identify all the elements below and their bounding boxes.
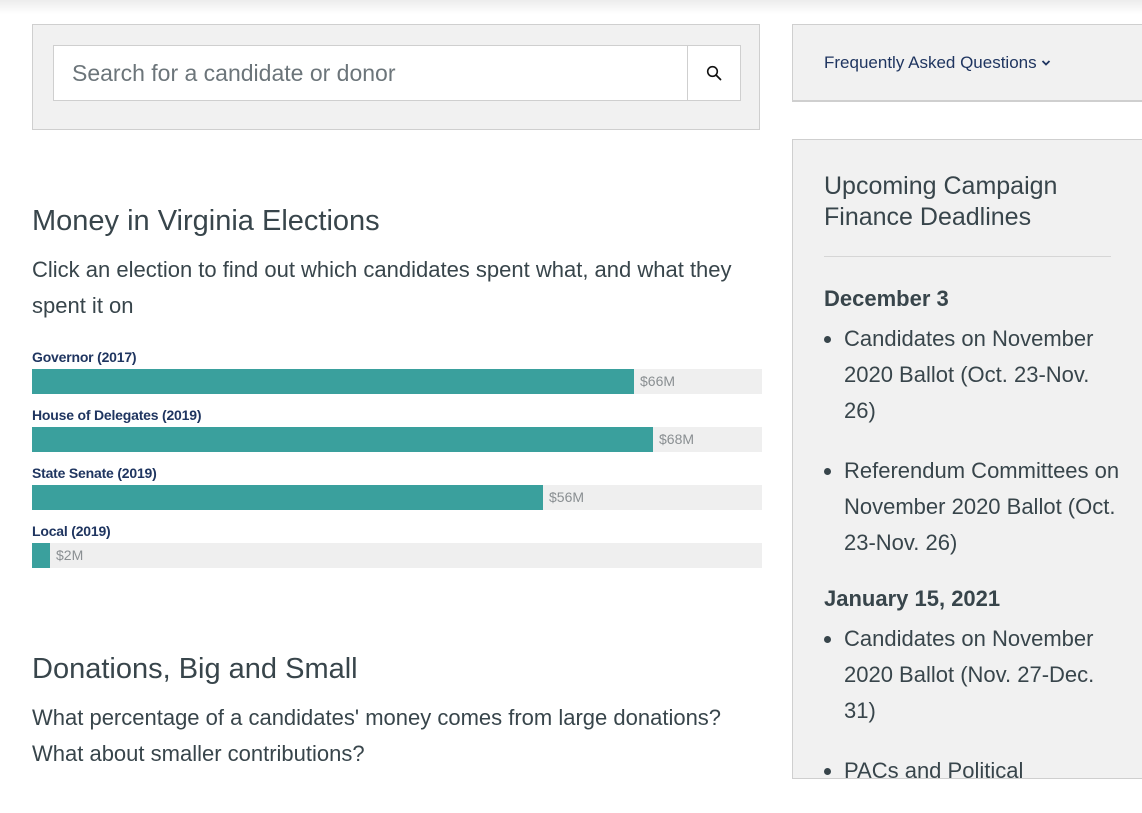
election-spending-chart: Governor (2017) $66M House of Delegates (2… (32, 349, 762, 581)
bar-row[interactable]: State Senate (2019) $56M (32, 465, 762, 523)
bar-value-label: $2M (56, 547, 84, 563)
chevron-down-icon (1041, 60, 1050, 66)
search-button[interactable] (687, 46, 740, 100)
donations-section-title: Donations, Big and Small (32, 653, 358, 685)
bar[interactable] (32, 485, 543, 510)
deadline-item: Candidates on November 2020 Ballot (Oct.… (824, 321, 1124, 429)
faq-link[interactable]: Frequently Asked Questions (824, 53, 1051, 73)
bar-value-label: $66M (640, 373, 676, 389)
search-panel (32, 24, 760, 130)
deadline-items: Candidates on November 2020 Ballot (Oct.… (824, 321, 1124, 561)
deadlines-panel: Upcoming Campaign Finance Deadlines Dece… (792, 139, 1142, 783)
deadlines-divider (824, 256, 1111, 257)
bar-label: State Senate (2019) (32, 465, 157, 481)
deadlines-title: Upcoming Campaign Finance Deadlines (824, 172, 1058, 231)
faq-panel: Frequently Asked Questions (792, 24, 1142, 102)
deadlines-list: December 3 Candidates on November 2020 Ba… (824, 285, 1124, 813)
search-form (53, 45, 741, 101)
bar-track: $2M (32, 543, 762, 568)
bar-value-label: $56M (549, 489, 585, 505)
deadline-date: January 15, 2021 (824, 586, 1001, 611)
bar-track: $66M (32, 369, 762, 394)
bar-track: $68M (32, 427, 762, 452)
faq-link-label: Frequently Asked Questions (824, 53, 1037, 72)
deadline-item: Candidates on November 2020 Ballot (Nov.… (824, 621, 1124, 729)
bar-label: Local (2019) (32, 523, 111, 539)
bar-track: $56M (32, 485, 762, 510)
money-section-description: Click an election to find out which cand… (32, 257, 732, 318)
search-icon (706, 65, 722, 81)
bar-row[interactable]: House of Delegates (2019) $68M (32, 407, 762, 465)
bar-label: House of Delegates (2019) (32, 407, 202, 423)
bar[interactable] (32, 543, 50, 568)
donations-section-description: What percentage of a candidates' money c… (32, 705, 722, 766)
money-section-title: Money in Virginia Elections (32, 205, 380, 237)
bar-value-label: $68M (659, 431, 695, 447)
deadline-item: PACs and Political (824, 753, 1124, 789)
top-shadow (0, 0, 1142, 14)
deadline-item: Referendum Committees on November 2020 B… (824, 453, 1124, 561)
bar[interactable] (32, 427, 653, 452)
deadline-date: December 3 (824, 286, 949, 311)
bar[interactable] (32, 369, 634, 394)
search-input[interactable] (54, 46, 687, 100)
bar-label: Governor (2017) (32, 349, 137, 365)
bar-row[interactable]: Governor (2017) $66M (32, 349, 762, 407)
deadline-items: Candidates on November 2020 Ballot (Nov.… (824, 621, 1124, 789)
bar-row[interactable]: Local (2019) $2M (32, 523, 762, 581)
